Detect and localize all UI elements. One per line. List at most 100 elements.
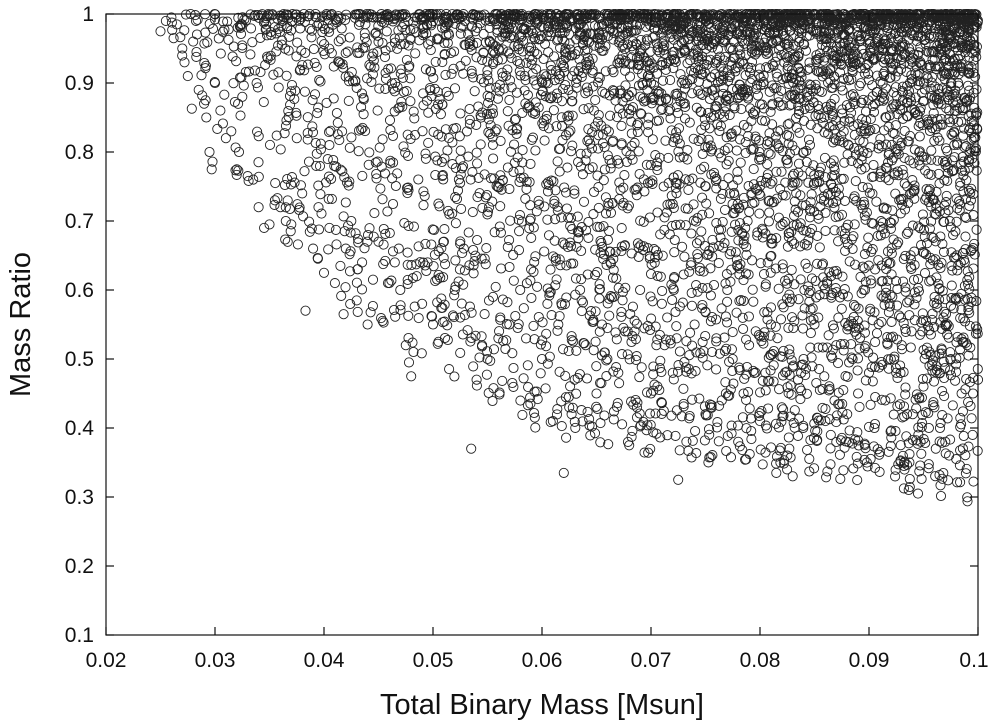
data-point <box>963 441 974 452</box>
data-point <box>782 63 793 74</box>
data-point <box>741 241 752 252</box>
data-point <box>936 343 947 354</box>
data-point <box>686 300 698 311</box>
data-point <box>433 99 444 110</box>
data-point <box>829 79 840 90</box>
data-point <box>380 255 391 266</box>
data-point <box>760 115 771 127</box>
data-point <box>801 156 812 168</box>
data-point <box>600 208 612 219</box>
data-point <box>940 308 952 320</box>
data-point <box>251 78 262 89</box>
data-point <box>395 304 406 315</box>
data-point <box>922 63 933 74</box>
data-point <box>297 188 308 199</box>
data-point <box>747 284 758 295</box>
data-point <box>927 355 939 366</box>
data-point <box>336 33 347 44</box>
data-point <box>418 22 429 33</box>
data-point <box>528 266 539 277</box>
data-point <box>483 295 495 306</box>
data-point <box>787 69 798 80</box>
data-point <box>670 219 682 230</box>
data-point <box>624 354 635 365</box>
data-point <box>641 34 652 45</box>
data-point <box>766 238 777 249</box>
data-point <box>950 359 962 370</box>
data-point <box>831 436 842 448</box>
data-point <box>634 372 645 383</box>
data-point <box>858 196 869 207</box>
data-point <box>603 126 614 137</box>
data-point <box>748 35 759 47</box>
data-point <box>874 466 885 477</box>
data-point <box>429 83 440 94</box>
data-point <box>302 59 313 70</box>
data-point <box>509 157 520 168</box>
data-point <box>900 389 911 400</box>
data-point <box>190 15 202 26</box>
data-point <box>833 312 844 323</box>
data-point <box>687 27 698 38</box>
data-point <box>875 172 886 183</box>
data-point <box>892 372 903 383</box>
data-point <box>907 434 918 445</box>
data-point <box>880 112 891 123</box>
data-point <box>645 160 656 171</box>
data-point <box>724 110 735 121</box>
data-point <box>737 35 748 47</box>
data-point <box>817 71 828 82</box>
data-point <box>758 269 770 280</box>
data-point <box>471 147 482 158</box>
data-point <box>571 82 582 93</box>
data-point <box>674 445 685 456</box>
data-point <box>833 190 845 201</box>
data-point <box>670 430 681 441</box>
data-point <box>690 425 701 437</box>
data-point <box>955 445 966 456</box>
data-point <box>340 243 351 254</box>
data-point <box>893 148 904 159</box>
data-point <box>200 60 211 71</box>
data-point <box>745 29 756 40</box>
data-point <box>962 266 973 277</box>
data-point <box>912 109 923 120</box>
data-point <box>917 326 928 337</box>
data-point <box>655 432 666 443</box>
data-point <box>760 22 771 33</box>
data-point <box>683 184 694 195</box>
data-point <box>733 436 744 447</box>
data-point <box>482 56 493 67</box>
data-point <box>589 121 600 132</box>
data-point <box>518 373 529 384</box>
data-point <box>434 201 445 212</box>
data-point <box>696 69 707 80</box>
data-point <box>598 45 609 56</box>
data-point <box>565 220 576 232</box>
data-point <box>387 130 399 142</box>
data-point <box>844 102 855 113</box>
data-point <box>932 40 943 51</box>
data-point <box>836 226 847 237</box>
data-point <box>842 219 853 230</box>
data-point <box>359 28 370 39</box>
data-point <box>805 304 816 315</box>
data-point <box>707 346 718 358</box>
data-point <box>781 154 792 166</box>
data-point <box>597 241 608 252</box>
data-point <box>315 138 326 149</box>
data-point <box>794 127 805 138</box>
data-point <box>858 136 869 147</box>
data-point <box>852 315 863 326</box>
data-point <box>966 183 977 194</box>
data-point <box>489 227 500 238</box>
data-point <box>441 86 452 97</box>
data-point <box>452 185 464 196</box>
data-point <box>443 30 455 41</box>
data-point <box>787 72 798 84</box>
data-point <box>963 20 974 31</box>
data-point <box>700 306 711 317</box>
data-point <box>964 85 975 96</box>
data-point <box>464 103 475 115</box>
data-point <box>743 311 754 322</box>
